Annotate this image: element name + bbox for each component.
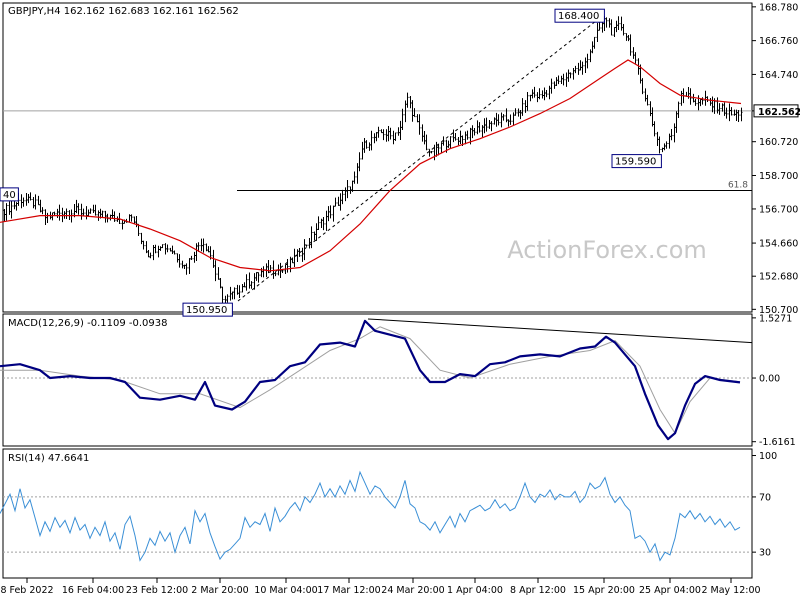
- macd-trendline: [367, 318, 753, 344]
- chart-title: GBPJPY,H4 162.162 162.683 162.161 162.56…: [8, 6, 239, 17]
- x-tick-label: 24 Mar 20:00: [381, 585, 444, 596]
- price-annotation: 159.590: [611, 154, 662, 169]
- rsi-y-axis: 100 70 30: [752, 451, 777, 559]
- annotation-box: [554, 8, 605, 23]
- y-tick-label: 160.720: [759, 137, 798, 148]
- price-annotations: 168.400 159.590 150.950 40: [0, 8, 662, 317]
- price-annotation: 168.400: [554, 8, 605, 23]
- y-tick-label: 156.700: [759, 204, 798, 215]
- annotation-text: 40: [3, 190, 16, 201]
- y-tick-label: 158.700: [759, 171, 798, 182]
- y-tick-label: 1.5271: [759, 313, 792, 324]
- annotation-box: [611, 154, 662, 169]
- x-tick-label: 23 Feb 12:00: [126, 585, 188, 596]
- y-tick-label: 70: [759, 492, 771, 503]
- x-axis: 8 Feb 2022 16 Feb 04:00 23 Feb 12:00 2 Mar …: [0, 578, 761, 596]
- macd-title: MACD(12,26,9) -0.1109 -0.0938: [8, 318, 168, 329]
- macd-panel: [2, 313, 753, 447]
- price-annotation: 40: [0, 187, 19, 202]
- price-annotation: 150.950: [182, 302, 233, 317]
- y-tick-label: 0.00: [759, 374, 780, 385]
- price-y-axis: 168.780 166.760 164.740 162.562 160.720 158.7…: [752, 2, 800, 316]
- rsi-title: RSI(14) 47.6641: [8, 453, 89, 464]
- y-tick-label: 164.740: [759, 70, 798, 81]
- x-tick-label: 16 Feb 04:00: [62, 585, 124, 596]
- y-tick-label: 150.700: [759, 305, 798, 316]
- annotation-text: 159.590: [615, 157, 656, 168]
- macd-signal-line: [0, 326, 741, 435]
- x-tick-label: 8 Feb 2022: [0, 585, 53, 596]
- x-tick-label: 8 Apr 12:00: [510, 585, 566, 596]
- x-tick-label: 15 Apr 20:00: [573, 585, 635, 596]
- last-price-label: 162.562: [758, 107, 800, 118]
- last-price-box: [753, 104, 799, 118]
- price-guides: 61.8: [3, 12, 752, 302]
- price-panel: [2, 2, 753, 313]
- y-tick-label: 154.660: [759, 239, 798, 250]
- price-candles: [3, 16, 743, 307]
- x-tick-label: 25 Apr 04:00: [639, 585, 701, 596]
- x-tick-label: 2 May 12:00: [701, 585, 760, 596]
- x-tick-label: 1 Apr 04:00: [447, 585, 503, 596]
- annotation-box: [0, 187, 19, 202]
- ma-line: [0, 59, 742, 272]
- annotation-box: [182, 302, 233, 317]
- x-tick-label: 10 Mar 04:00: [254, 585, 317, 596]
- rsi-lines: [0, 470, 752, 562]
- x-tick-label: 2 Mar 20:00: [191, 585, 248, 596]
- y-tick-label: -1.6161: [759, 437, 796, 448]
- rsi-panel: [2, 448, 753, 579]
- fib-level-label: 61.8: [728, 181, 748, 191]
- watermark: ActionForex.com: [507, 236, 707, 264]
- x-tick-label: 17 Mar 12:00: [317, 585, 380, 596]
- macd-line: [0, 319, 741, 441]
- macd-lines: [0, 318, 753, 441]
- annotation-text: 150.950: [186, 305, 227, 316]
- y-tick-label: 152.680: [759, 272, 798, 283]
- macd-y-axis: 1.5271 0.00 -1.6161: [752, 313, 796, 448]
- y-tick-label: 168.780: [759, 2, 798, 13]
- y-tick-label: 166.760: [759, 36, 798, 47]
- y-tick-label: 100: [759, 451, 777, 462]
- y-tick-label: 30: [759, 548, 771, 559]
- moving-average-line: [0, 59, 742, 272]
- annotation-text: 168.400: [558, 11, 599, 22]
- rsi-line: [0, 470, 741, 562]
